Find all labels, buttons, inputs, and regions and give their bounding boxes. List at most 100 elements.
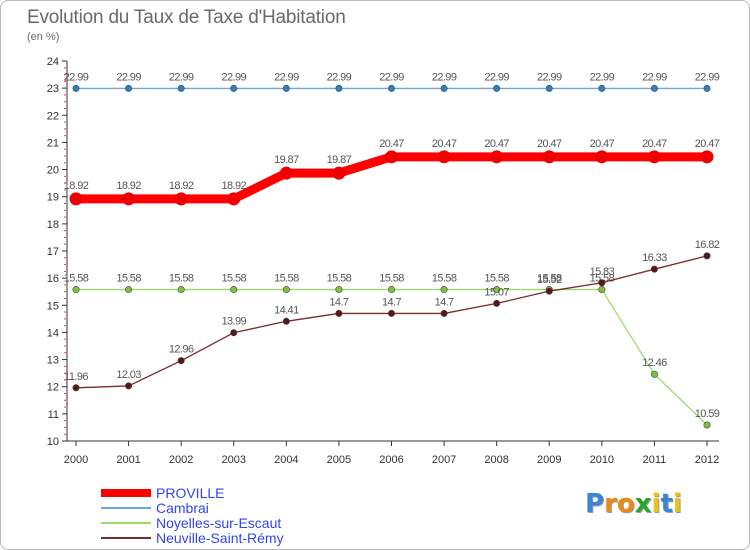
y-tick-label: 16 [47, 273, 59, 285]
data-point-noyelles-sur-escaut [230, 286, 238, 294]
data-label-noyelles-sur-escaut: 15.58 [116, 273, 141, 285]
data-point-proville [385, 150, 398, 164]
x-tick-label: 2000 [64, 454, 88, 466]
data-point-noyelles-sur-escaut [335, 286, 343, 294]
data-label-proville: 18.92 [221, 180, 246, 192]
data-label-cambrai: 22.99 [169, 71, 194, 83]
data-label-noyelles-sur-escaut: 15.58 [484, 273, 509, 285]
data-label-cambrai: 22.99 [221, 71, 246, 83]
x-tick-label: 2001 [116, 454, 140, 466]
data-label-noyelles-sur-escaut: 15.58 [274, 273, 299, 285]
data-point-noyelles-sur-escaut [282, 286, 290, 294]
data-point-noyelles-sur-escaut [387, 286, 395, 294]
chart-subtitle: (en %) [27, 31, 60, 43]
data-point-neuville-saint-r-my [650, 265, 658, 273]
data-point-neuville-saint-r-my [545, 287, 553, 295]
data-label-noyelles-sur-escaut: 15.58 [379, 273, 404, 285]
x-tick-label: 2012 [695, 454, 719, 466]
legend-label-cambrai: Cambrai [156, 500, 209, 516]
data-point-neuville-saint-r-my [177, 357, 185, 365]
data-label-cambrai: 22.99 [64, 71, 89, 83]
data-label-neuville-saint-r-my: 12.96 [169, 344, 194, 356]
logo-letter: r [604, 489, 617, 519]
data-label-noyelles-sur-escaut: 15.58 [64, 273, 89, 285]
data-label-neuville-saint-r-my: 15.07 [484, 286, 509, 298]
legend-label-proville: PROVILLE [156, 485, 224, 501]
data-label-noyelles-sur-escaut: 15.58 [169, 273, 194, 285]
proxiti-logo: Proxiti [585, 489, 682, 519]
data-label-proville: 18.92 [64, 180, 89, 192]
y-tick-label: 12 [47, 382, 59, 394]
data-label-noyelles-sur-escaut: 10.59 [695, 408, 720, 420]
data-point-noyelles-sur-escaut [703, 421, 711, 429]
series-proville: 18.92 18.92 18.92 18.92 19.87 19.87 20.47 20.47… [64, 138, 720, 206]
data-point-proville [437, 150, 451, 164]
data-label-cambrai: 22.99 [537, 71, 562, 83]
legend-label-neuville-saint-r-my: Neuville-Saint-Rémy [156, 530, 284, 546]
data-point-proville [542, 150, 556, 164]
data-point-proville [700, 150, 714, 164]
x-tick-label: 2009 [537, 454, 561, 466]
data-label-noyelles-sur-escaut: 15.58 [537, 273, 562, 285]
data-label-neuville-saint-r-my: 16.33 [642, 252, 667, 264]
data-label-cambrai: 22.99 [274, 71, 299, 83]
data-point-cambrai [598, 84, 606, 92]
data-label-neuville-saint-r-my: 14.7 [329, 296, 348, 308]
data-label-neuville-saint-r-my: 13.99 [221, 316, 246, 328]
data-point-neuville-saint-r-my [440, 309, 448, 317]
data-point-cambrai [282, 84, 290, 92]
data-label-noyelles-sur-escaut: 12.46 [642, 357, 667, 369]
logo-letter: i [651, 489, 661, 519]
data-label-cambrai: 22.99 [379, 71, 404, 83]
data-label-noyelles-sur-escaut: 15.58 [327, 273, 352, 285]
data-label-neuville-saint-r-my: 15.83 [590, 266, 615, 278]
data-label-proville: 20.47 [484, 138, 509, 150]
data-label-proville: 20.47 [642, 138, 667, 150]
data-label-proville: 18.92 [169, 180, 194, 192]
data-point-neuville-saint-r-my [703, 252, 711, 260]
y-tick-label: 21 [47, 137, 59, 149]
x-tick-label: 2006 [379, 454, 403, 466]
y-tick-label: 22 [47, 110, 59, 122]
data-label-cambrai: 22.99 [327, 71, 352, 83]
y-tick-label: 18 [47, 219, 59, 231]
data-label-cambrai: 22.99 [590, 71, 615, 83]
data-label-neuville-saint-r-my: 16.82 [695, 239, 720, 251]
data-label-cambrai: 22.99 [642, 71, 667, 83]
data-point-cambrai [72, 84, 80, 92]
series-cambrai: 22.99 22.99 22.99 22.99 22.99 22.99 22.99 22.99… [64, 71, 720, 92]
data-label-proville: 18.92 [116, 180, 141, 192]
data-point-neuville-saint-r-my [493, 299, 501, 307]
data-label-proville: 20.47 [590, 138, 615, 150]
data-point-cambrai [703, 84, 711, 92]
data-point-cambrai [493, 84, 501, 92]
data-label-cambrai: 22.99 [432, 71, 457, 83]
data-point-proville [174, 192, 188, 206]
data-label-neuville-saint-r-my: 14.7 [435, 296, 454, 308]
data-label-neuville-saint-r-my: 12.03 [116, 369, 141, 381]
data-point-neuville-saint-r-my [282, 317, 290, 325]
data-label-cambrai: 22.99 [116, 71, 141, 83]
data-label-neuville-saint-r-my: 14.41 [274, 304, 299, 316]
data-point-cambrai [545, 84, 553, 92]
y-tick-label: 20 [47, 165, 59, 177]
data-point-proville [227, 192, 241, 206]
data-point-noyelles-sur-escaut [440, 286, 448, 294]
y-tick-label: 17 [47, 246, 59, 258]
y-tick-label: 11 [48, 409, 59, 421]
logo-letter: t [660, 489, 673, 519]
data-label-proville: 20.47 [537, 138, 562, 150]
y-tick-label: 19 [47, 192, 59, 204]
data-label-proville: 19.87 [274, 154, 299, 166]
data-label-proville: 20.47 [379, 138, 404, 150]
y-tick-label: 13 [47, 355, 59, 367]
data-point-neuville-saint-r-my [72, 384, 80, 392]
data-label-cambrai: 22.99 [484, 71, 509, 83]
x-tick-label: 2002 [169, 454, 193, 466]
chart-title: Evolution du Taux de Taxe d'Habitation [27, 7, 346, 28]
data-label-noyelles-sur-escaut: 15.58 [221, 273, 246, 285]
data-point-proville [332, 166, 346, 180]
data-point-noyelles-sur-escaut [72, 286, 80, 294]
data-point-cambrai [125, 84, 133, 92]
